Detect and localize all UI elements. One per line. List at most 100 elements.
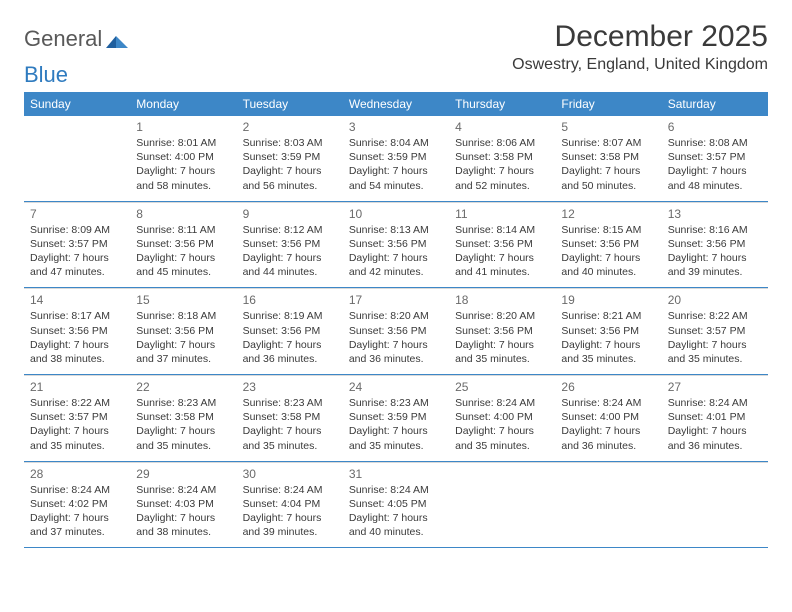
sunset-line: Sunset: 3:57 PM — [668, 150, 762, 164]
sunrise-line: Sunrise: 8:12 AM — [243, 223, 337, 237]
sunset-line: Sunset: 3:57 PM — [30, 410, 124, 424]
day-cell: 7 Sunrise: 8:09 AMSunset: 3:57 PMDaylight… — [24, 202, 130, 288]
sunset-line: Sunset: 3:59 PM — [349, 410, 443, 424]
day-number: 9 — [243, 207, 337, 221]
weeks-container: 1Sunrise: 8:01 AMSunset: 4:00 PMDaylight… — [24, 116, 768, 548]
sunset-line: Sunset: 4:04 PM — [243, 497, 337, 511]
sunset-line: Sunset: 3:56 PM — [455, 237, 549, 251]
day-number: 11 — [455, 207, 549, 221]
daylight-line: Daylight: 7 hours and 37 minutes. — [136, 338, 230, 366]
week-row: 21 Sunrise: 8:22 AMSunset: 3:57 PM Dayligh… — [24, 375, 768, 462]
day-number: 22 — [136, 380, 230, 394]
sunset-line: Sunset: 3:58 PM — [243, 410, 337, 424]
sunset-line: Sunset: 4:02 PM — [30, 497, 124, 511]
sunrise-line: Sunrise: 8:11 AM — [136, 223, 230, 237]
day-number: 14 — [30, 293, 124, 307]
daylight-line: Daylight: 7 hours and 38 minutes. — [136, 511, 230, 539]
daylight-line: Daylight: 7 hours and 35 minutes. — [668, 338, 762, 366]
sunset-line: Sunset: 3:58 PM — [136, 410, 230, 424]
day-number: 13 — [668, 207, 762, 221]
daylight-line: Daylight: 7 hours and 45 minutes. — [136, 251, 230, 279]
logo-mark-icon — [106, 30, 130, 48]
logo: General — [24, 26, 130, 52]
day-cell: 8 Sunrise: 8:11 AMSunset: 3:56 PMDaylight… — [130, 202, 236, 288]
sunrise-line: Sunrise: 8:22 AM — [30, 396, 124, 410]
day-number: 25 — [455, 380, 549, 394]
page: General December 2025 Oswestry, England,… — [0, 0, 792, 568]
sunrise-line: Sunrise: 8:20 AM — [455, 309, 549, 323]
sunrise-line: Sunrise: 8:21 AM — [561, 309, 655, 323]
daylight-line: Daylight: 7 hours and 56 minutes. — [243, 164, 337, 192]
day-cell: 27Sunrise: 8:24 AMSunset: 4:01 PMDayligh… — [662, 375, 768, 461]
day-number: 7 — [30, 207, 124, 221]
day-number: 28 — [30, 467, 124, 481]
sunset-line: Sunset: 4:00 PM — [561, 410, 655, 424]
day-number: 15 — [136, 293, 230, 307]
sunset-line: Sunset: 3:58 PM — [455, 150, 549, 164]
day-cell: 14Sunrise: 8:17 AMSunset: 3:56 PMDayligh… — [24, 288, 130, 374]
daylight-line: Daylight: 7 hours and 39 minutes. — [668, 251, 762, 279]
day-header-cell: Friday — [555, 92, 661, 116]
sunset-line: Sunset: 4:01 PM — [668, 410, 762, 424]
day-cell: 1Sunrise: 8:01 AMSunset: 4:00 PMDaylight… — [130, 116, 236, 201]
week-row: 14Sunrise: 8:17 AMSunset: 3:56 PMDayligh… — [24, 288, 768, 375]
daylight-line: Daylight: 7 hours and 38 minutes. — [30, 338, 124, 366]
day-cell: 3Sunrise: 8:04 AMSunset: 3:59 PMDaylight… — [343, 116, 449, 201]
sunrise-line: Sunrise: 8:06 AM — [455, 136, 549, 150]
daylight-line: Daylight: 7 hours and 36 minutes. — [349, 338, 443, 366]
day-cell: 12Sunrise: 8:15 AMSunset: 3:56 PMDayligh… — [555, 202, 661, 288]
daylight-line: Daylight: 7 hours and 47 minutes. — [30, 251, 124, 279]
daylight-line: Daylight: 7 hours and 44 minutes. — [243, 251, 337, 279]
sunset-line: Sunset: 3:56 PM — [349, 237, 443, 251]
month-title: December 2025 — [512, 20, 768, 54]
day-header-cell: Thursday — [449, 92, 555, 116]
empty-cell — [662, 462, 768, 548]
sunrise-line: Sunrise: 8:24 AM — [30, 483, 124, 497]
sunset-line: Sunset: 4:00 PM — [136, 150, 230, 164]
day-cell: 10Sunrise: 8:13 AMSunset: 3:56 PMDayligh… — [343, 202, 449, 288]
day-cell: 5Sunrise: 8:07 AMSunset: 3:58 PMDaylight… — [555, 116, 661, 201]
sunrise-line: Sunrise: 8:17 AM — [30, 309, 124, 323]
day-number: 24 — [349, 380, 443, 394]
sunset-line: Sunset: 3:56 PM — [455, 324, 549, 338]
day-cell: 21Sunrise: 8:22 AMSunset: 3:57 PMDayligh… — [24, 375, 130, 461]
day-cell: 19Sunrise: 8:21 AMSunset: 3:56 PMDayligh… — [555, 288, 661, 374]
sunset-line: Sunset: 4:05 PM — [349, 497, 443, 511]
day-cell: 16Sunrise: 8:19 AMSunset: 3:56 PMDayligh… — [237, 288, 343, 374]
sunrise-line: Sunrise: 8:09 AM — [30, 223, 124, 237]
sunset-line: Sunset: 3:56 PM — [136, 237, 230, 251]
day-cell: 30Sunrise: 8:24 AMSunset: 4:04 PMDayligh… — [237, 462, 343, 548]
sunrise-line: Sunrise: 8:15 AM — [561, 223, 655, 237]
sunrise-line: Sunrise: 8:23 AM — [243, 396, 337, 410]
day-cell: 17Sunrise: 8:20 AMSunset: 3:56 PMDayligh… — [343, 288, 449, 374]
empty-cell — [24, 116, 130, 201]
day-cell: 23Sunrise: 8:23 AMSunset: 3:58 PMDayligh… — [237, 375, 343, 461]
day-number: 30 — [243, 467, 337, 481]
day-number: 8 — [136, 207, 230, 221]
sunrise-line: Sunrise: 8:24 AM — [136, 483, 230, 497]
sunset-line: Sunset: 3:56 PM — [668, 237, 762, 251]
daylight-line: Daylight: 7 hours and 35 minutes. — [455, 424, 549, 452]
week-row: 28Sunrise: 8:24 AMSunset: 4:02 PMDayligh… — [24, 462, 768, 549]
day-number: 18 — [455, 293, 549, 307]
day-number: 26 — [561, 380, 655, 394]
sunrise-line: Sunrise: 8:16 AM — [668, 223, 762, 237]
day-number: 6 — [668, 120, 762, 134]
sunset-line: Sunset: 3:59 PM — [349, 150, 443, 164]
sunrise-line: Sunrise: 8:13 AM — [349, 223, 443, 237]
sunrise-line: Sunrise: 8:04 AM — [349, 136, 443, 150]
daylight-line: Daylight: 7 hours and 41 minutes. — [455, 251, 549, 279]
day-cell: 18 Sunrise: 8:20 AMSunset: 3:56 PMDayligh… — [449, 288, 555, 374]
daylight-line: Daylight: 7 hours and 35 minutes. — [455, 338, 549, 366]
day-number: 17 — [349, 293, 443, 307]
day-number: 5 — [561, 120, 655, 134]
sunrise-line: Sunrise: 8:14 AM — [455, 223, 549, 237]
sunrise-line: Sunrise: 8:23 AM — [349, 396, 443, 410]
sunset-line: Sunset: 3:57 PM — [30, 237, 124, 251]
sunrise-line: Sunrise: 8:08 AM — [668, 136, 762, 150]
daylight-line: Daylight: 7 hours and 58 minutes. — [136, 164, 230, 192]
sunrise-line: Sunrise: 8:20 AM — [349, 309, 443, 323]
day-number: 21 — [30, 380, 124, 394]
daylight-line: Daylight: 7 hours and 54 minutes. — [349, 164, 443, 192]
sunrise-line: Sunrise: 8:23 AM — [136, 396, 230, 410]
